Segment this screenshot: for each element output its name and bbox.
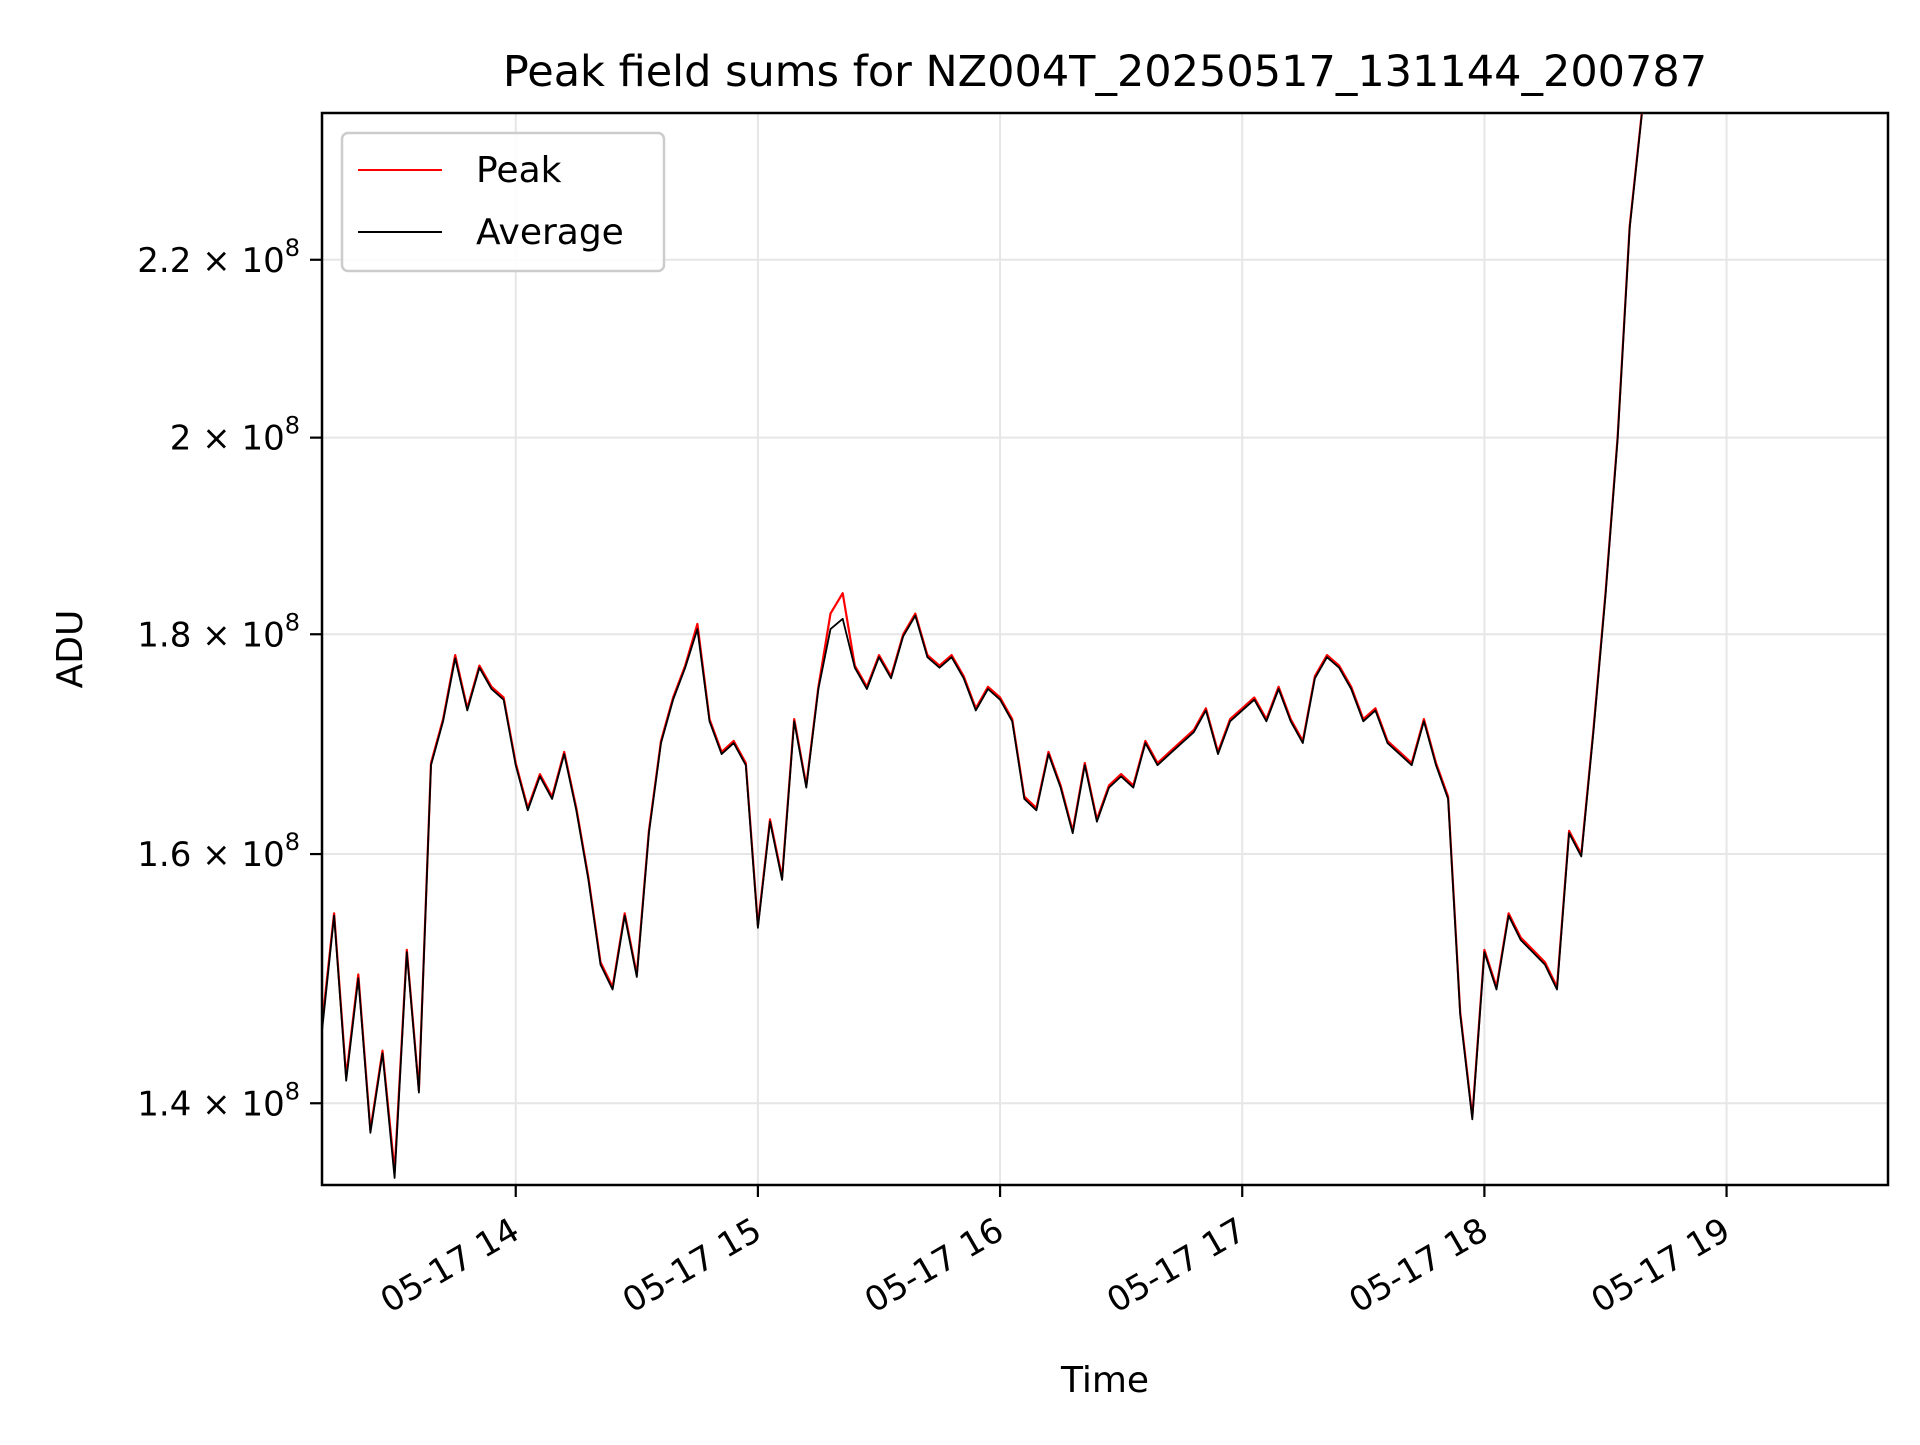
y-tick-times: × 10: [191, 241, 284, 281]
y-tick-times: × 10: [191, 615, 284, 655]
y-tick-exponent: 8: [285, 1077, 300, 1105]
y-tick-mantissa: 2: [170, 419, 192, 459]
y-tick-exponent: 8: [285, 608, 300, 636]
x-axis-label: Time: [1060, 1360, 1149, 1401]
chart-title: Peak field sums for NZ004T_20250517_1311…: [503, 47, 1707, 97]
y-tick-exponent: 8: [285, 828, 300, 856]
y-axis-label: ADU: [50, 610, 91, 689]
y-tick-mantissa: 1.4: [137, 1084, 191, 1124]
y-tick-times: × 10: [191, 1084, 284, 1124]
plot-series: [320, 112, 1643, 1179]
y-tick-mantissa: 2.2: [137, 241, 191, 281]
y-tick-times: × 10: [191, 835, 284, 875]
y-tick-label: 1.8 × 108: [137, 608, 300, 655]
y-tick-times: × 10: [191, 419, 284, 459]
legend-label-peak: Peak: [476, 150, 562, 191]
y-tick-exponent: 8: [285, 234, 300, 262]
legend-label-average: Average: [476, 212, 624, 253]
series-line-average: [321, 114, 1643, 1179]
y-tick-label: 1.6 × 108: [137, 828, 300, 875]
y-tick-mantissa: 1.6: [137, 835, 191, 875]
chart-legend: Peak Average: [340, 131, 666, 273]
y-tick-label: 1.4 × 108: [137, 1077, 300, 1124]
y-tick-label: 2 × 108: [170, 412, 300, 459]
y-tick-mantissa: 1.8: [137, 615, 191, 655]
legend-box: [340, 131, 666, 273]
y-tick-exponent: 8: [285, 412, 300, 440]
y-tick-label: 2.2 × 108: [137, 234, 300, 281]
plot-frame: [320, 111, 1890, 1187]
